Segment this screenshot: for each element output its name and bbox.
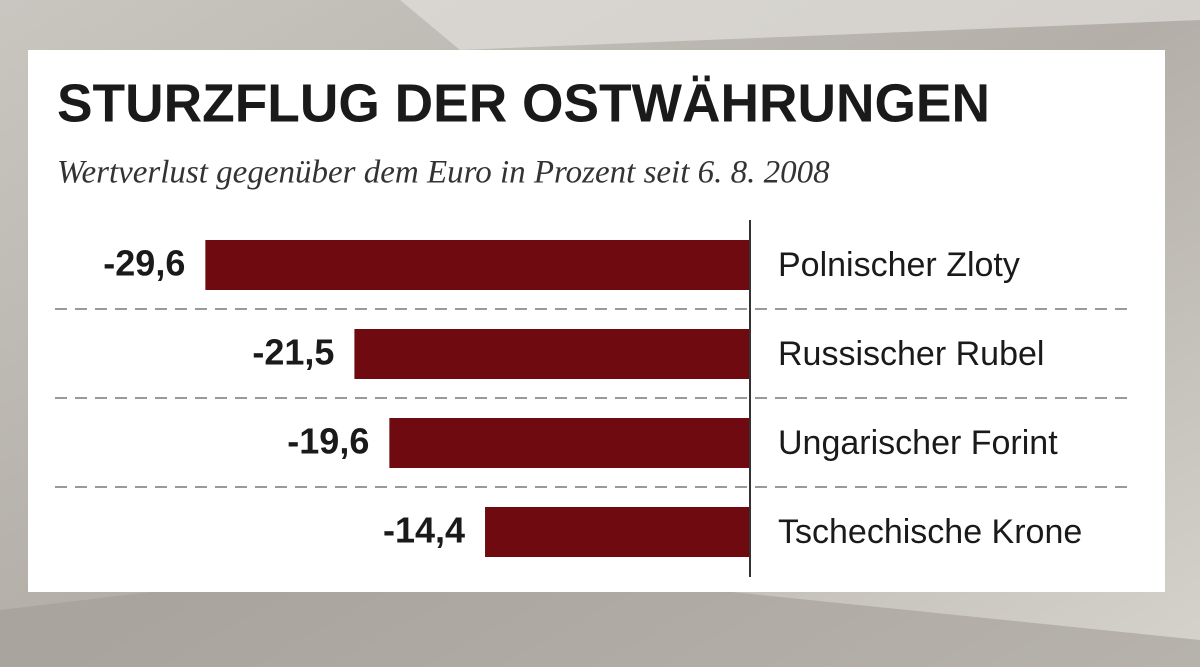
value-label: -14,4 xyxy=(383,510,465,551)
category-label: Polnischer Zloty xyxy=(778,246,1020,284)
chart-subtitle: Wertverlust gegenüber dem Euro in Prozen… xyxy=(57,155,830,191)
category-label: Russischer Rubel xyxy=(778,335,1044,373)
value-label: -21,5 xyxy=(252,332,334,373)
value-label: -19,6 xyxy=(287,421,369,462)
value-label: -29,6 xyxy=(103,243,185,284)
bar xyxy=(485,507,750,557)
chart-title: STURZFLUG DER OSTWÄHRUNGEN xyxy=(57,73,990,133)
category-label: Ungarischer Forint xyxy=(778,424,1058,462)
bar xyxy=(389,418,750,468)
category-label: Tschechische Krone xyxy=(778,513,1082,551)
background-shape xyxy=(400,0,1200,50)
bar xyxy=(354,329,750,379)
panel xyxy=(28,50,1165,592)
bar xyxy=(205,240,751,290)
